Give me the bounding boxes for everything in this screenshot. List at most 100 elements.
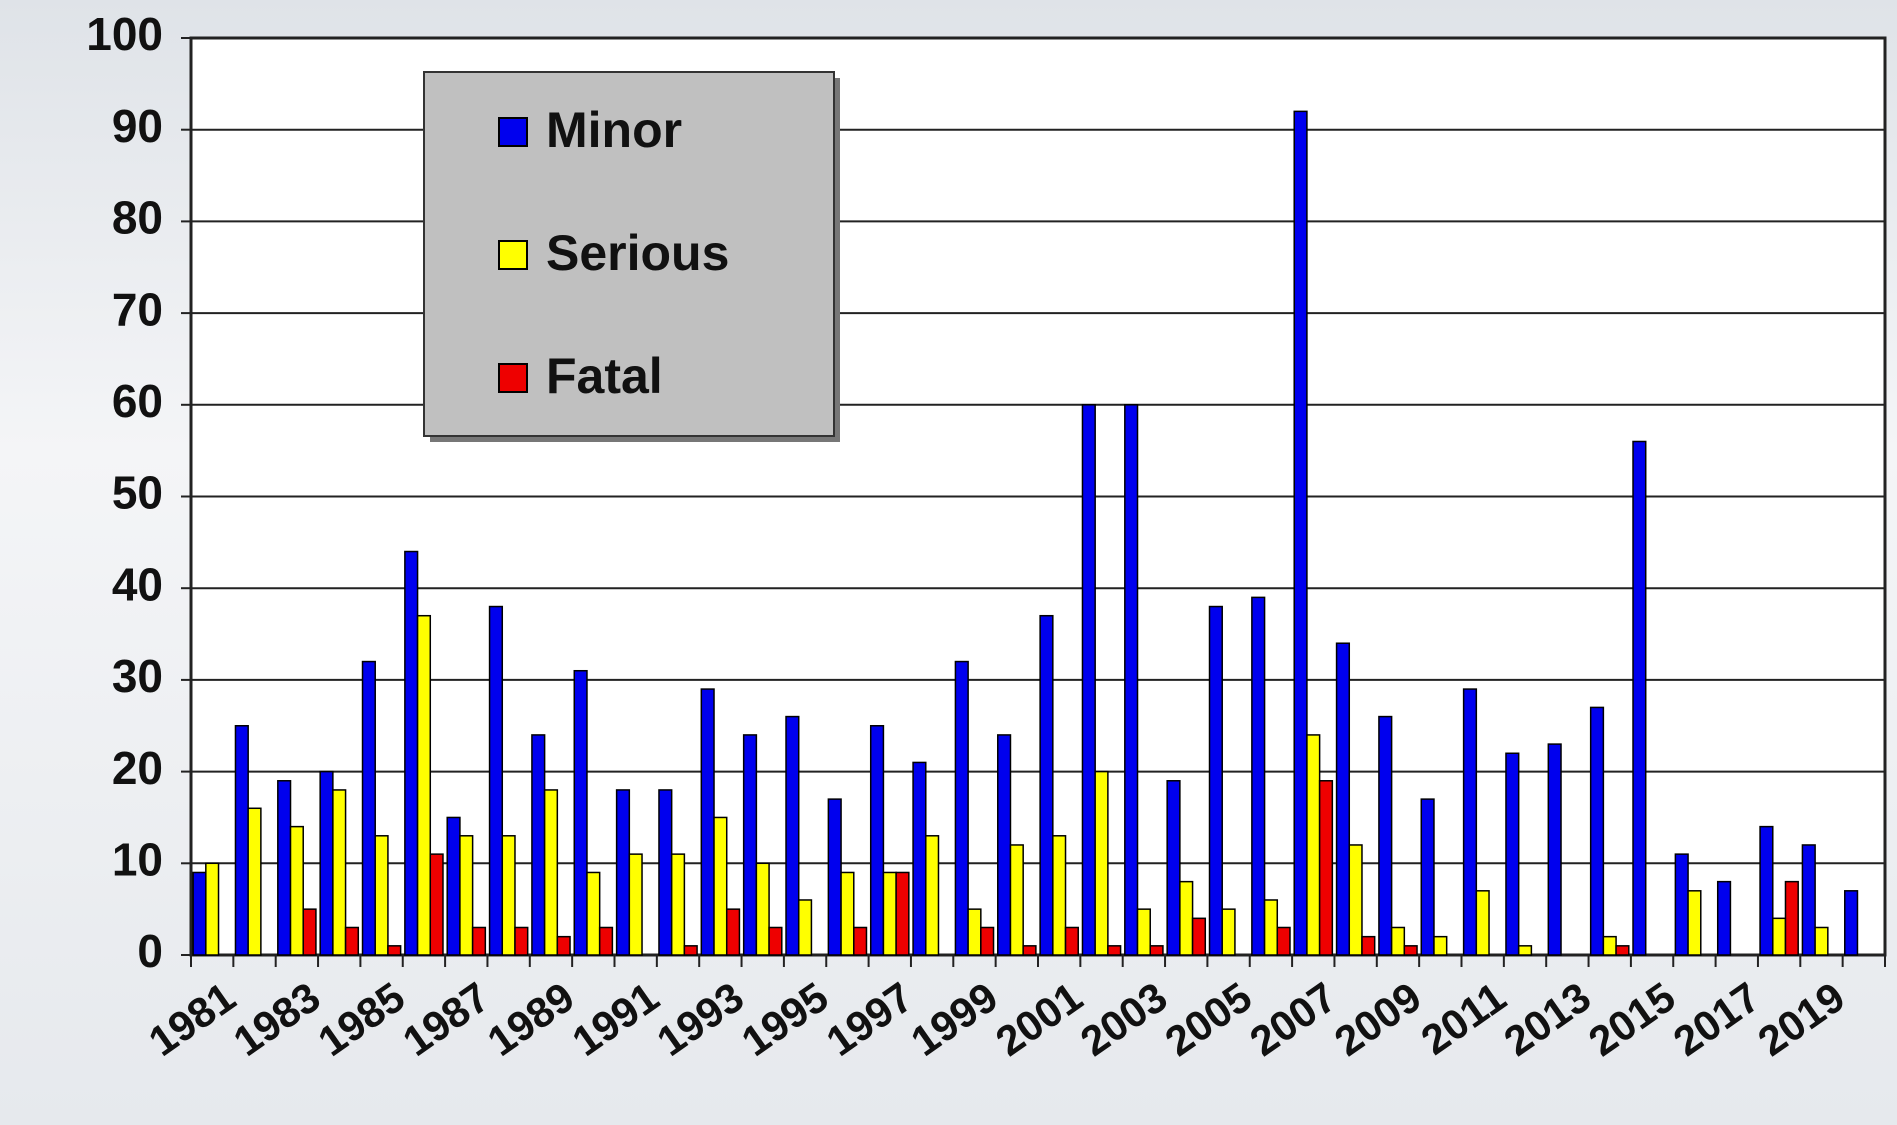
bar xyxy=(446,816,461,956)
x-tick-label: 1981 xyxy=(140,973,243,1065)
bar xyxy=(882,871,897,956)
bar xyxy=(840,871,855,956)
bar xyxy=(615,789,631,956)
legend-label: Minor xyxy=(546,102,682,158)
bar xyxy=(416,614,432,956)
y-tick-label: 100 xyxy=(86,8,163,60)
x-tick-label: 1991 xyxy=(564,973,667,1065)
x-tick-label: 1999 xyxy=(903,973,1006,1065)
bar xyxy=(1784,880,1799,956)
y-tick-label: 0 xyxy=(137,925,163,977)
y-tick-label: 40 xyxy=(112,558,163,610)
bar xyxy=(1403,945,1418,956)
bar xyxy=(374,835,389,956)
legend xyxy=(423,71,835,437)
bar xyxy=(1844,890,1859,956)
bar xyxy=(1179,880,1194,956)
bar xyxy=(827,798,842,956)
bar xyxy=(1674,853,1689,956)
bar xyxy=(387,945,402,956)
y-tick-label: 50 xyxy=(112,467,163,519)
bar xyxy=(895,871,910,956)
x-tick-label: 1995 xyxy=(733,973,836,1065)
bar xyxy=(925,835,940,956)
bar xyxy=(1348,844,1363,956)
bar xyxy=(683,945,698,956)
bar xyxy=(1009,844,1024,956)
bar xyxy=(1462,688,1478,956)
bar xyxy=(429,853,444,956)
bar xyxy=(302,908,317,956)
bar xyxy=(755,862,770,956)
bar xyxy=(556,935,571,956)
legend-swatch xyxy=(498,117,528,147)
x-tick-label: 2001 xyxy=(987,973,1090,1065)
x-tick-label: 2003 xyxy=(1072,973,1175,1065)
bar xyxy=(277,780,292,956)
bar xyxy=(869,725,885,956)
legend-swatch xyxy=(498,363,528,393)
bar xyxy=(1475,890,1490,956)
x-tick-label: 2013 xyxy=(1495,973,1598,1065)
bar xyxy=(1263,899,1279,956)
bar xyxy=(205,862,220,956)
x-tick-label: 1985 xyxy=(310,973,413,1065)
bar xyxy=(1318,780,1334,956)
bar xyxy=(459,835,474,956)
bar xyxy=(471,926,487,956)
bar xyxy=(1052,835,1067,956)
bar xyxy=(1276,926,1291,956)
bar xyxy=(289,825,304,956)
y-tick-label: 60 xyxy=(112,375,163,427)
bar xyxy=(1306,734,1321,956)
bar xyxy=(1505,752,1520,956)
bar xyxy=(192,871,207,956)
bar xyxy=(1039,614,1054,956)
bar xyxy=(797,899,813,956)
bar xyxy=(488,605,504,956)
x-tick-label: 1997 xyxy=(818,973,921,1065)
legend-label: Fatal xyxy=(546,348,663,404)
bar xyxy=(1251,596,1266,956)
bar xyxy=(1772,917,1787,956)
bar xyxy=(980,926,995,956)
bar xyxy=(319,770,334,956)
bar xyxy=(785,715,800,956)
bar xyxy=(404,550,419,956)
bar xyxy=(1602,935,1617,956)
bar xyxy=(332,789,347,956)
bar xyxy=(247,807,262,956)
bar xyxy=(1124,404,1139,956)
bar xyxy=(1022,945,1037,956)
legend-label: Serious xyxy=(546,225,729,281)
x-tick-label: 2007 xyxy=(1241,973,1344,1065)
bar xyxy=(1293,110,1308,956)
bar xyxy=(1716,880,1732,956)
y-tick-label: 20 xyxy=(112,742,163,794)
bar xyxy=(361,660,376,956)
bar xyxy=(543,789,559,956)
bar xyxy=(1801,844,1816,956)
bar xyxy=(1361,935,1376,956)
bar xyxy=(1081,404,1096,956)
bar xyxy=(1420,798,1435,956)
y-tick-label: 80 xyxy=(112,192,163,244)
y-tick-label: 90 xyxy=(112,100,163,152)
x-tick-label: 2009 xyxy=(1326,973,1429,1065)
bar xyxy=(1208,605,1223,956)
bar xyxy=(531,734,546,956)
x-tick-label: 2019 xyxy=(1750,973,1853,1065)
bar xyxy=(1378,715,1393,956)
bar xyxy=(1687,890,1702,956)
bar xyxy=(1517,945,1533,956)
x-tick-label: 2005 xyxy=(1157,973,1260,1065)
bar xyxy=(1064,926,1079,956)
bar xyxy=(1615,945,1630,956)
bar xyxy=(628,853,643,956)
bar xyxy=(1094,770,1109,956)
bar xyxy=(1221,908,1236,956)
legend-swatch xyxy=(498,240,528,270)
x-tick-label: 1993 xyxy=(648,973,751,1065)
